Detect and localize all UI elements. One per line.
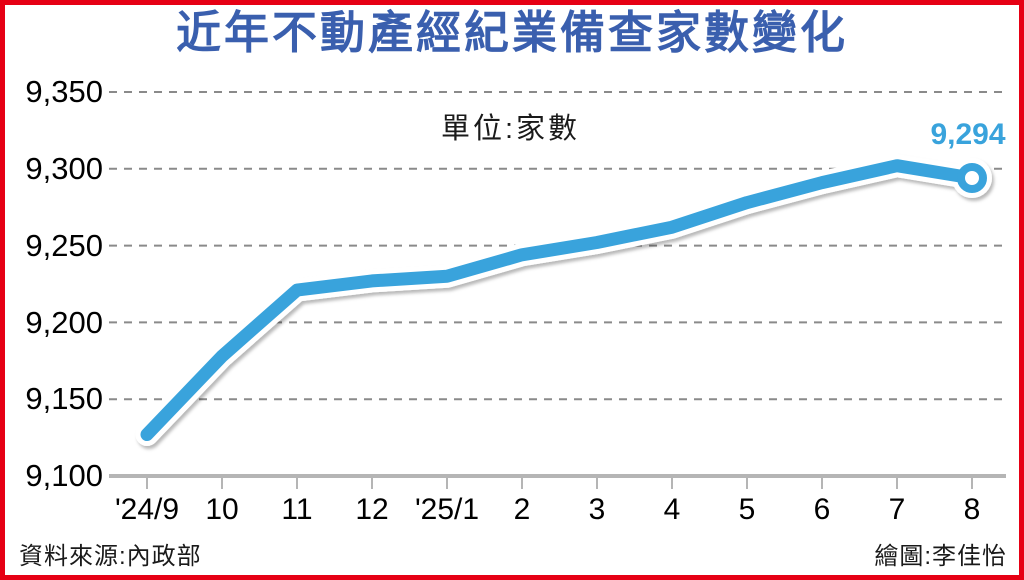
x-axis-label: 7: [888, 493, 906, 526]
x-axis-label: 4: [663, 493, 681, 526]
y-axis-label: 9,300: [25, 151, 103, 186]
x-axis-label: 3: [588, 493, 606, 526]
line-chart-canvas: [109, 91, 1006, 489]
x-axis-label: 10: [205, 493, 239, 526]
x-axis-label: 8: [963, 493, 981, 526]
illustrator-credit: 繪圖:李佳怡: [874, 543, 1007, 570]
data-source-note: 資料來源:內政部: [19, 543, 202, 570]
y-axis-label: 9,200: [25, 305, 103, 340]
x-axis-label: 12: [355, 493, 389, 526]
y-axis-label: 9,150: [25, 381, 103, 416]
x-axis-label: 5: [738, 493, 756, 526]
series-line-casing-group: [135, 154, 992, 446]
x-axis-label: 2: [513, 493, 531, 526]
y-axis-label: 9,250: [25, 228, 103, 263]
series-line-casing: [135, 154, 984, 446]
x-axis-label: '24/9: [114, 493, 180, 526]
x-axis-label: '25/1: [414, 493, 480, 526]
unit-label: 單位:家數: [441, 113, 581, 145]
chart-title: 近年不動產經紀業備查家數變化: [175, 7, 848, 58]
y-axis-label: 9,350: [25, 74, 103, 109]
series-line: [140, 159, 979, 441]
y-axis-label: 9,100: [25, 458, 103, 493]
x-axis-label: 11: [281, 493, 313, 526]
endpoint-marker: [957, 163, 987, 193]
endpoint-value-label: 9,294: [930, 118, 1006, 151]
x-axis-label: 6: [813, 493, 831, 526]
